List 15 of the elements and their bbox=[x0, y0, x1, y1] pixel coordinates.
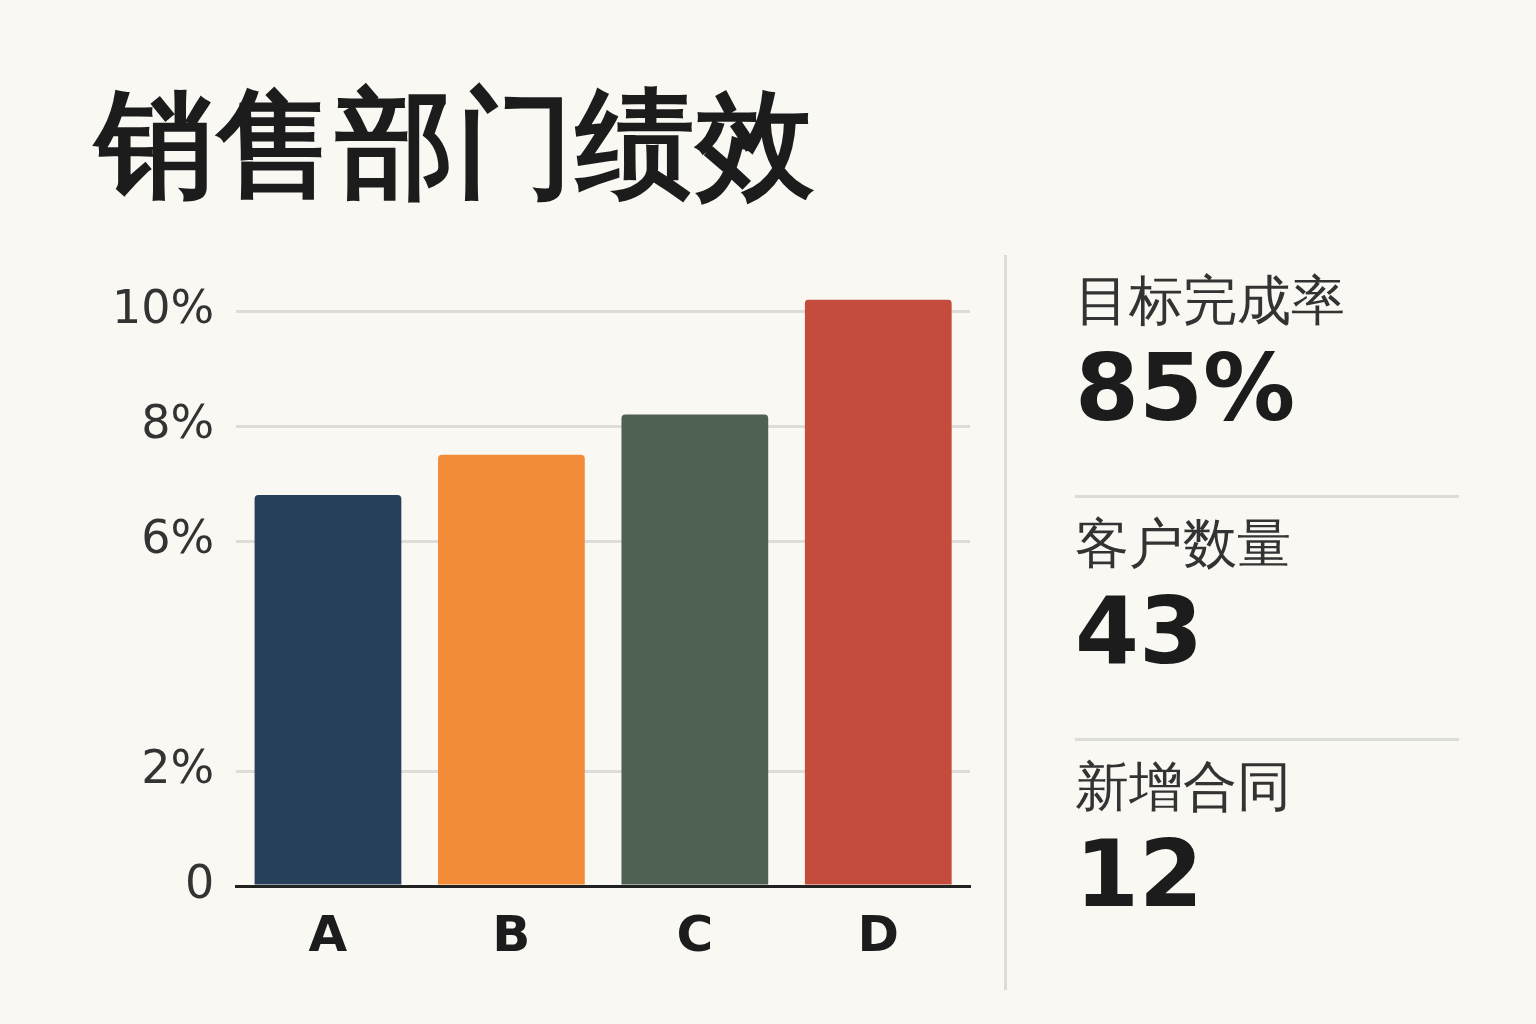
text: 85% bbox=[1075, 335, 1297, 442]
text: 43 bbox=[1075, 578, 1205, 685]
y-tick-label: 10% bbox=[111, 280, 215, 335]
y-tick-label: 0 bbox=[184, 854, 215, 909]
text: 新增合同 bbox=[1075, 755, 1291, 818]
y-tick-label: 2% bbox=[141, 739, 215, 794]
x-tick-label: B bbox=[492, 904, 531, 963]
text: 目标完成率 bbox=[1075, 269, 1345, 332]
y-tick-label: 8% bbox=[141, 395, 215, 450]
text: 12 bbox=[1075, 821, 1205, 928]
y-tick-label: 6% bbox=[141, 510, 215, 565]
text: 客户数量 bbox=[1075, 512, 1291, 575]
x-tick-label: A bbox=[308, 904, 348, 963]
x-tick-label: C bbox=[676, 904, 714, 963]
x-tick-label: D bbox=[857, 904, 900, 963]
